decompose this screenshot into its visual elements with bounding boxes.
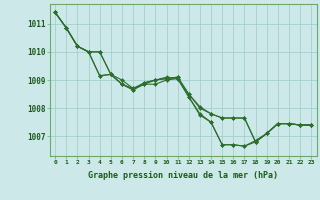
X-axis label: Graphe pression niveau de la mer (hPa): Graphe pression niveau de la mer (hPa) <box>88 171 278 180</box>
